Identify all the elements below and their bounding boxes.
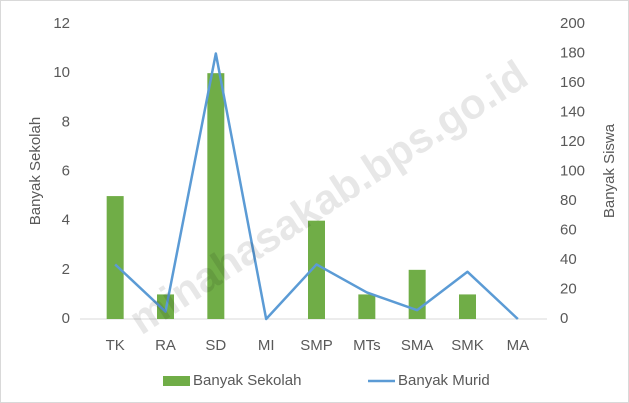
y-axis-title: Banyak Sekolah <box>27 117 44 225</box>
y2-tick-label: 160 <box>560 74 585 91</box>
y-tick-label: 0 <box>62 310 70 327</box>
y2-tick-label: 40 <box>560 251 577 268</box>
y-tick-label: 12 <box>53 15 70 32</box>
y-tick-label: 8 <box>62 113 70 130</box>
x-tick-label: SMA <box>401 337 434 354</box>
y2-tick-label: 60 <box>560 221 577 238</box>
y-tick-label: 6 <box>62 162 70 179</box>
bar <box>308 220 325 319</box>
x-tick-label: SMP <box>300 337 333 354</box>
y2-tick-label: 180 <box>560 44 585 61</box>
bar <box>358 294 376 319</box>
y2-tick-label: 100 <box>560 162 585 179</box>
y2-tick-label: 120 <box>560 133 585 150</box>
x-tick-label: TK <box>106 337 125 354</box>
legend-label: Banyak Sekolah <box>193 372 301 389</box>
x-tick-label: MTs <box>353 337 381 354</box>
x-tick-label: RA <box>155 337 176 354</box>
bar <box>106 196 124 319</box>
line <box>114 52 519 321</box>
x-tick-label: MI <box>258 337 275 354</box>
bar <box>408 269 426 319</box>
x-tick-label: SMK <box>451 337 484 354</box>
y-tick-label: 2 <box>62 261 70 278</box>
x-tick-label: MA <box>507 337 530 354</box>
y2-tick-label: 20 <box>560 280 577 297</box>
y2-tick-label: 140 <box>560 103 585 120</box>
x-tick-label: SD <box>205 337 226 354</box>
y-tick-label: 10 <box>53 64 70 81</box>
legend-label: Banyak Murid <box>398 372 490 389</box>
y-tick-label: 4 <box>62 212 70 229</box>
y2-tick-label: 80 <box>560 192 577 209</box>
bar <box>459 294 476 319</box>
y2-tick-label: 200 <box>560 15 585 32</box>
y2-axis-title: Banyak Siswa <box>601 123 618 218</box>
legend-swatch <box>163 376 190 386</box>
y2-tick-label: 0 <box>560 310 568 327</box>
bar <box>207 73 225 320</box>
